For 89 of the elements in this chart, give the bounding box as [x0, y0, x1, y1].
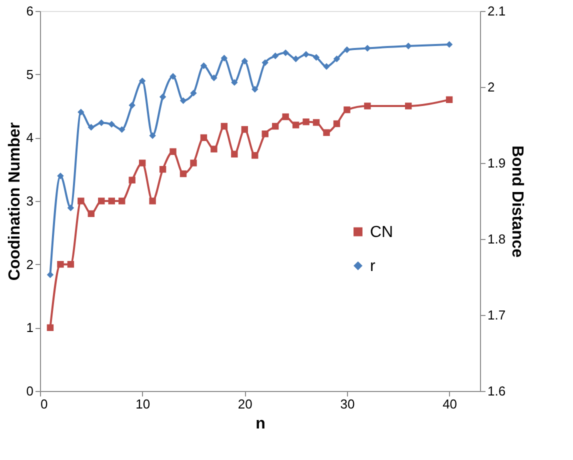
- point: [128, 102, 136, 109]
- point: [312, 54, 320, 61]
- y-tick-label: 3: [26, 194, 34, 208]
- point: [312, 119, 320, 126]
- point: [323, 129, 330, 136]
- point: [405, 102, 412, 110]
- point: [210, 74, 218, 82]
- point: [231, 79, 238, 86]
- point: [282, 113, 289, 120]
- point: [292, 56, 300, 62]
- point: [364, 102, 371, 110]
- y2-tick-label: 1.6: [488, 384, 506, 398]
- x-tick-label: 20: [238, 396, 252, 412]
- point: [190, 90, 197, 96]
- y-tick-label: 2: [26, 256, 34, 272]
- x-axis-title: n: [256, 416, 266, 432]
- point: [149, 132, 156, 139]
- x-tick-label: 10: [136, 396, 150, 412]
- point: [128, 176, 136, 184]
- y2-tick-label: 1.8: [488, 232, 506, 246]
- point: [57, 172, 64, 180]
- point: [446, 96, 453, 104]
- point: [118, 198, 126, 204]
- x-tick-label: 30: [340, 396, 355, 412]
- point: [272, 52, 279, 60]
- point: [323, 63, 330, 70]
- point: [108, 120, 115, 128]
- y2-tick-label: 1.9: [488, 156, 506, 170]
- point: [88, 210, 95, 218]
- point: [333, 56, 340, 62]
- point: [252, 152, 258, 159]
- point: [170, 73, 176, 80]
- point: [190, 160, 197, 166]
- point: [170, 148, 176, 155]
- y2-axis-title: Bond Distance: [508, 145, 526, 258]
- point: [78, 198, 84, 204]
- y-tick-label: 4: [26, 130, 34, 146]
- point: [302, 118, 310, 126]
- x-tick-label: 40: [442, 396, 458, 412]
- y2-tick-label: 2: [488, 80, 495, 94]
- point: [210, 146, 218, 152]
- point: [108, 198, 115, 204]
- point: [272, 122, 279, 130]
- point: [98, 198, 105, 204]
- y-axis-title: Coodination Number: [6, 122, 24, 281]
- point: [333, 120, 340, 128]
- point: [344, 106, 350, 114]
- point: [78, 108, 84, 116]
- point: [67, 204, 74, 212]
- point: [159, 94, 166, 100]
- point: [302, 50, 310, 58]
- y2-tick-label: 2.1: [488, 4, 506, 18]
- point: [180, 97, 187, 104]
- point: [231, 150, 238, 158]
- point: [252, 86, 258, 93]
- point: [446, 41, 453, 48]
- point: [180, 170, 187, 178]
- point: [118, 126, 126, 133]
- point: [292, 122, 300, 128]
- y-tick-label: 5: [26, 66, 34, 82]
- point: [241, 126, 248, 133]
- y2-tick-label: 1.7: [488, 308, 506, 322]
- point: [57, 260, 64, 268]
- point: [344, 46, 350, 54]
- legend-label: CN: [370, 224, 394, 241]
- point: [46, 271, 54, 278]
- y-tick-label: 0: [26, 384, 34, 398]
- point: [200, 62, 208, 70]
- point: [88, 124, 95, 131]
- x-tick-label: 0: [40, 396, 48, 412]
- point: [262, 130, 268, 138]
- point: [262, 59, 268, 66]
- legend-label: r: [370, 258, 376, 275]
- y-tick-label: 6: [26, 4, 34, 18]
- point: [200, 134, 208, 142]
- point: [241, 58, 248, 65]
- point: [220, 54, 228, 62]
- point: [138, 160, 146, 166]
- point: [98, 119, 105, 126]
- point: [149, 198, 156, 204]
- point: [138, 78, 146, 84]
- point: [282, 49, 289, 56]
- point: [46, 324, 54, 332]
- y-tick-label: 1: [26, 320, 34, 336]
- point: [364, 44, 371, 52]
- point: [159, 166, 166, 173]
- point: [220, 122, 228, 130]
- point: [405, 42, 412, 50]
- point: [67, 260, 74, 268]
